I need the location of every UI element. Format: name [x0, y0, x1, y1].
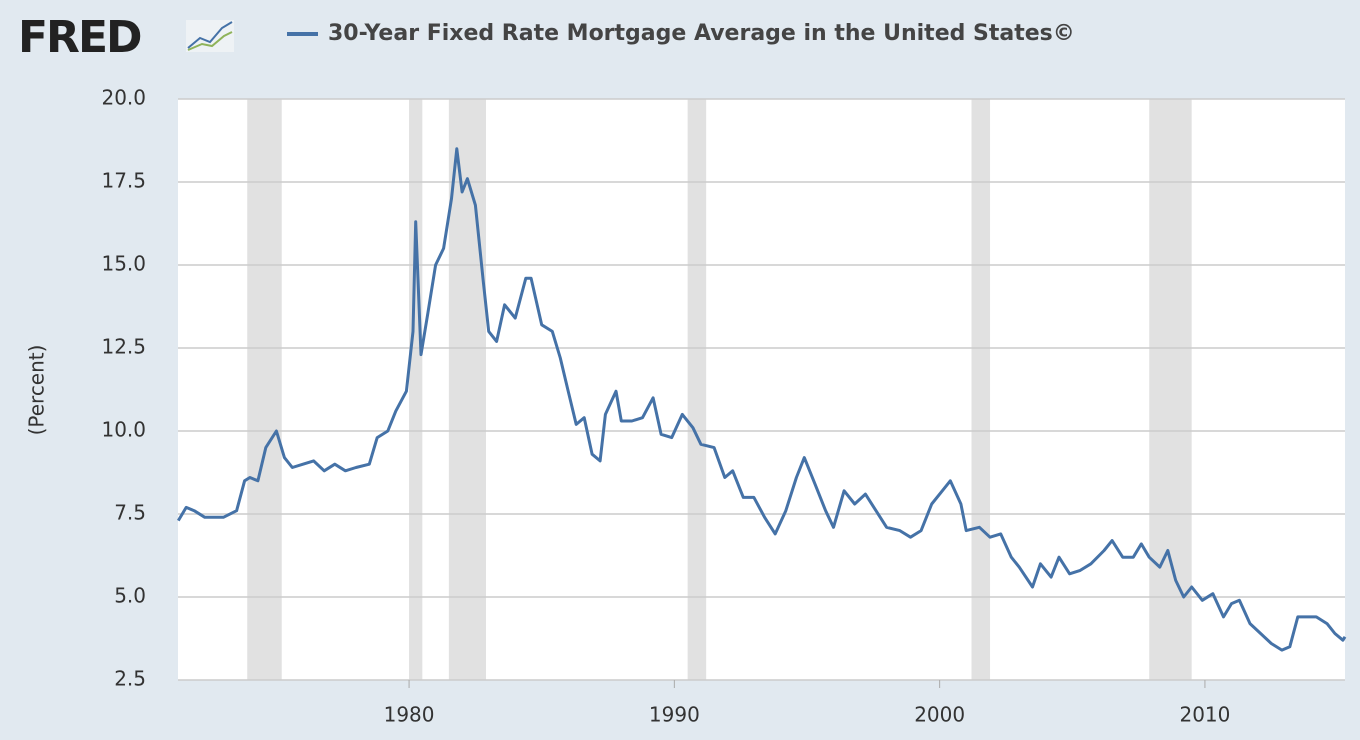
y-axis-label: (Percent) — [25, 345, 49, 436]
recession-band — [448, 99, 486, 680]
recession-band — [247, 99, 282, 680]
series-line — [177, 147, 1347, 652]
x-tick-label: 2010 — [1179, 703, 1230, 727]
logo: FRED — [18, 12, 141, 63]
legend-label: 30-Year Fixed Rate Mortgage Average in t… — [328, 21, 1075, 46]
y-tick-label: 20.0 — [101, 86, 146, 110]
y-tick-label: 15.0 — [101, 252, 146, 276]
recession-band — [409, 99, 423, 680]
recession-band — [971, 99, 991, 680]
recession-band — [687, 99, 707, 680]
logo-icon — [186, 20, 234, 52]
x-tick-label: 1980 — [384, 703, 435, 727]
y-tick-label: 17.5 — [101, 169, 146, 193]
y-tick-label: 5.0 — [114, 584, 146, 608]
recession-band — [1149, 99, 1192, 680]
y-tick-label: 12.5 — [101, 335, 146, 359]
y-tick-label: 10.0 — [101, 418, 146, 442]
x-tick-label: 2000 — [914, 703, 965, 727]
x-tick-label: 1990 — [649, 703, 700, 727]
y-tick-label: 7.5 — [114, 501, 146, 525]
y-tick-label: 2.5 — [114, 667, 146, 691]
